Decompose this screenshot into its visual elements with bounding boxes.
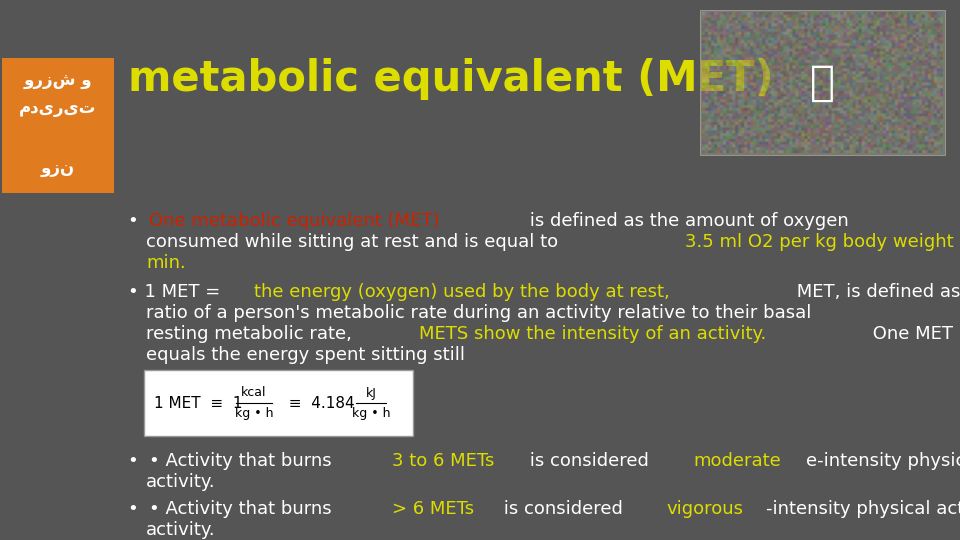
Text: consumed while sitting at rest and is equal to: consumed while sitting at rest and is eq… [146, 233, 564, 251]
Text: ratio of a person's metabolic rate during an activity relative to their basal: ratio of a person's metabolic rate durin… [146, 304, 811, 322]
Text: •: • [128, 500, 145, 518]
Text: One metabolic equivalent (MET): One metabolic equivalent (MET) [150, 212, 440, 230]
Text: equals the energy spent sitting still: equals the energy spent sitting still [146, 346, 465, 364]
Text: 🏋: 🏋 [810, 62, 835, 104]
Text: MET, is defined as the: MET, is defined as the [791, 283, 960, 301]
Text: vigorous: vigorous [667, 500, 744, 518]
Text: •: • [128, 212, 145, 230]
Text: kcal: kcal [241, 387, 267, 400]
Text: activity.: activity. [146, 521, 216, 539]
Text: • 1 MET =: • 1 MET = [128, 283, 226, 301]
Text: • Activity that burns: • Activity that burns [150, 500, 338, 518]
Text: 3.5 ml O2 per kg body weight x: 3.5 ml O2 per kg body weight x [685, 233, 960, 251]
Text: moderate: moderate [693, 452, 780, 470]
Text: kg • h: kg • h [235, 408, 274, 421]
Text: kg • h: kg • h [351, 408, 391, 421]
FancyBboxPatch shape [144, 370, 413, 436]
Text: -intensity physical activity.: -intensity physical activity. [766, 500, 960, 518]
Text: activity.: activity. [146, 473, 216, 491]
Text: ورزش و: ورزش و [24, 71, 92, 89]
Text: min.: min. [146, 254, 185, 272]
Text: is defined as the amount of oxygen: is defined as the amount of oxygen [524, 212, 849, 230]
Text: > 6 METs: > 6 METs [393, 500, 474, 518]
Text: e-intensity physical: e-intensity physical [806, 452, 960, 470]
FancyBboxPatch shape [2, 58, 114, 193]
Text: • Activity that burns: • Activity that burns [150, 452, 338, 470]
Text: One MET: One MET [867, 325, 953, 343]
Text: METS show the intensity of an activity.: METS show the intensity of an activity. [420, 325, 766, 343]
FancyBboxPatch shape [700, 10, 945, 155]
Text: 1 MET  ≡  1: 1 MET ≡ 1 [154, 395, 243, 410]
Text: ≡  4.184: ≡ 4.184 [279, 395, 354, 410]
Text: metabolic equivalent (MET): metabolic equivalent (MET) [128, 58, 774, 100]
Text: kJ: kJ [366, 387, 376, 400]
Text: resting metabolic rate,: resting metabolic rate, [146, 325, 358, 343]
Text: مدیریت: مدیریت [19, 99, 97, 117]
Text: وزن: وزن [41, 159, 75, 177]
Text: •: • [128, 452, 145, 470]
Text: the energy (oxygen) used by the body at rest,: the energy (oxygen) used by the body at … [254, 283, 670, 301]
Text: is considered: is considered [498, 500, 629, 518]
Text: is considered: is considered [524, 452, 655, 470]
Text: 3 to 6 METs: 3 to 6 METs [393, 452, 494, 470]
